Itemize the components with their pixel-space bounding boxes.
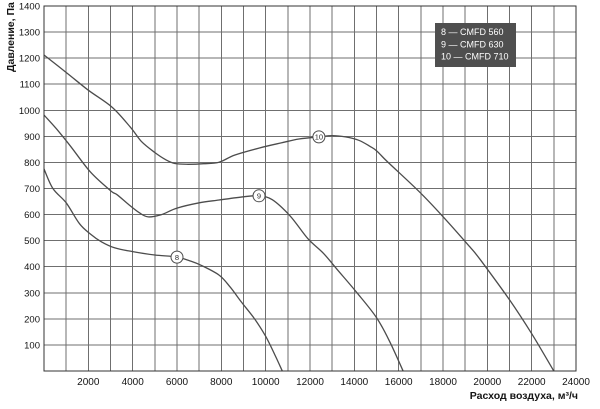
x-tick-label: 10000 (252, 377, 280, 388)
curve-marker-circle (170, 250, 184, 264)
x-tick-label: 20000 (473, 377, 501, 388)
plot-frame (43, 5, 577, 372)
y-tick-label: 1000 (19, 106, 40, 117)
x-tick-label: 16000 (385, 377, 413, 388)
curve-cmfd-710 (43, 54, 555, 372)
curve-cmfd-630 (43, 114, 404, 372)
curve-marker-circle (312, 130, 326, 144)
curve-marker-circle (252, 189, 266, 203)
y-tick-label: 600 (24, 210, 40, 221)
x-tick-label: 14000 (340, 377, 368, 388)
x-tick-label: 4000 (122, 377, 145, 388)
legend-item: 9 — CMFD 630 (441, 39, 504, 49)
curve-marker-number: 9 (257, 192, 261, 201)
y-tick-label: 1300 (19, 28, 40, 39)
x-tick-label: 12000 (296, 377, 324, 388)
legend-box (435, 23, 516, 67)
y-tick-label: 100 (24, 340, 40, 351)
x-axis-title: Расход воздуха, м³/ч (470, 390, 578, 402)
x-tick-label: 6000 (166, 377, 189, 388)
legend-item: 8 — CMFD 560 (441, 27, 504, 37)
y-tick-label: 1400 (19, 2, 40, 13)
x-tick-label: 8000 (210, 377, 233, 388)
y-tick-label: 700 (24, 184, 40, 195)
y-tick-label: 1100 (20, 80, 40, 91)
legend-item: 10 — CMFD 710 (441, 52, 509, 62)
curve-cmfd-560 (43, 168, 283, 372)
x-tick-label: 18000 (429, 377, 457, 388)
x-tick-label: 22000 (518, 377, 546, 388)
x-tick-label: 2000 (77, 377, 100, 388)
y-tick-label: 900 (24, 132, 40, 143)
y-tick-label: 800 (24, 158, 40, 169)
curve-marker-number: 10 (315, 133, 323, 142)
y-tick-label: 300 (24, 288, 40, 299)
y-axis-title: Давление, Па (5, 2, 17, 72)
y-tick-label: 400 (24, 262, 40, 273)
y-tick-label: 1200 (19, 54, 40, 65)
x-tick-label: 24000 (562, 377, 590, 388)
y-tick-label: 200 (24, 314, 40, 325)
curve-marker-number: 8 (175, 253, 179, 262)
y-tick-label: 500 (24, 236, 40, 247)
